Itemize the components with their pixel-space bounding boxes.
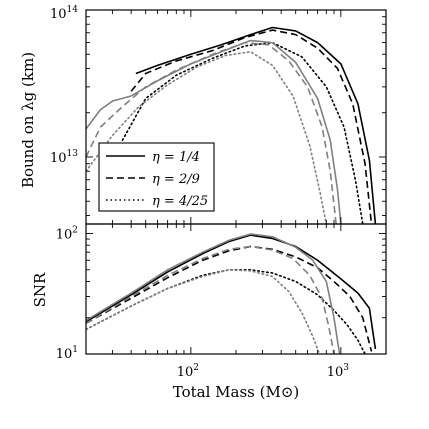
legend-label-eta-4-25: η = 4/25 bbox=[152, 194, 208, 209]
bottom-ylabel: SNR bbox=[31, 272, 49, 307]
xtick-label-100: 102 bbox=[177, 363, 199, 380]
top-ylabel: Bound on λg (km) bbox=[19, 52, 37, 188]
top-series-lines bbox=[86, 26, 377, 224]
bottom-series-lines bbox=[86, 233, 377, 354]
bot-series-0-solid-black bbox=[86, 234, 377, 350]
bottom-panel: 102 101 102 103 SNR Total Mass (M⊙) bbox=[31, 223, 387, 401]
top-series-0-solid-black bbox=[135, 26, 377, 224]
bot-series-2-dotted-black bbox=[86, 269, 366, 354]
bottom-ytick-label-100: 102 bbox=[56, 226, 78, 243]
xlabel: Total Mass (M⊙) bbox=[173, 383, 300, 401]
top-series-5-dotted-gray bbox=[86, 50, 328, 224]
legend-box bbox=[98, 142, 215, 212]
bottom-ticks bbox=[85, 224, 387, 355]
top-ytick-label-1e14: 1014 bbox=[50, 5, 78, 22]
legend-label-eta-1-4: η = 1/4 bbox=[152, 150, 200, 165]
bottom-ytick-label-10: 101 bbox=[56, 345, 78, 362]
top-panel: 1014 1013 Bound on λg (km) η = 1/4 η = 2… bbox=[19, 5, 387, 225]
top-series-4-dashed-gray bbox=[86, 41, 337, 224]
bot-series-1-dashed-black bbox=[86, 245, 373, 352]
bot-series-5-dotted-gray bbox=[86, 269, 321, 354]
top-series-1-dashed-black bbox=[130, 29, 373, 224]
bottom-plot-frame bbox=[85, 223, 387, 355]
bot-series-3-solid-gray bbox=[86, 233, 341, 354]
top-ytick-label-1e13: 1013 bbox=[50, 149, 78, 166]
xtick-label-1000: 103 bbox=[327, 363, 350, 380]
legend: η = 1/4 η = 2/9 η = 4/25 bbox=[98, 142, 215, 212]
legend-label-eta-2-9: η = 2/9 bbox=[152, 172, 200, 187]
